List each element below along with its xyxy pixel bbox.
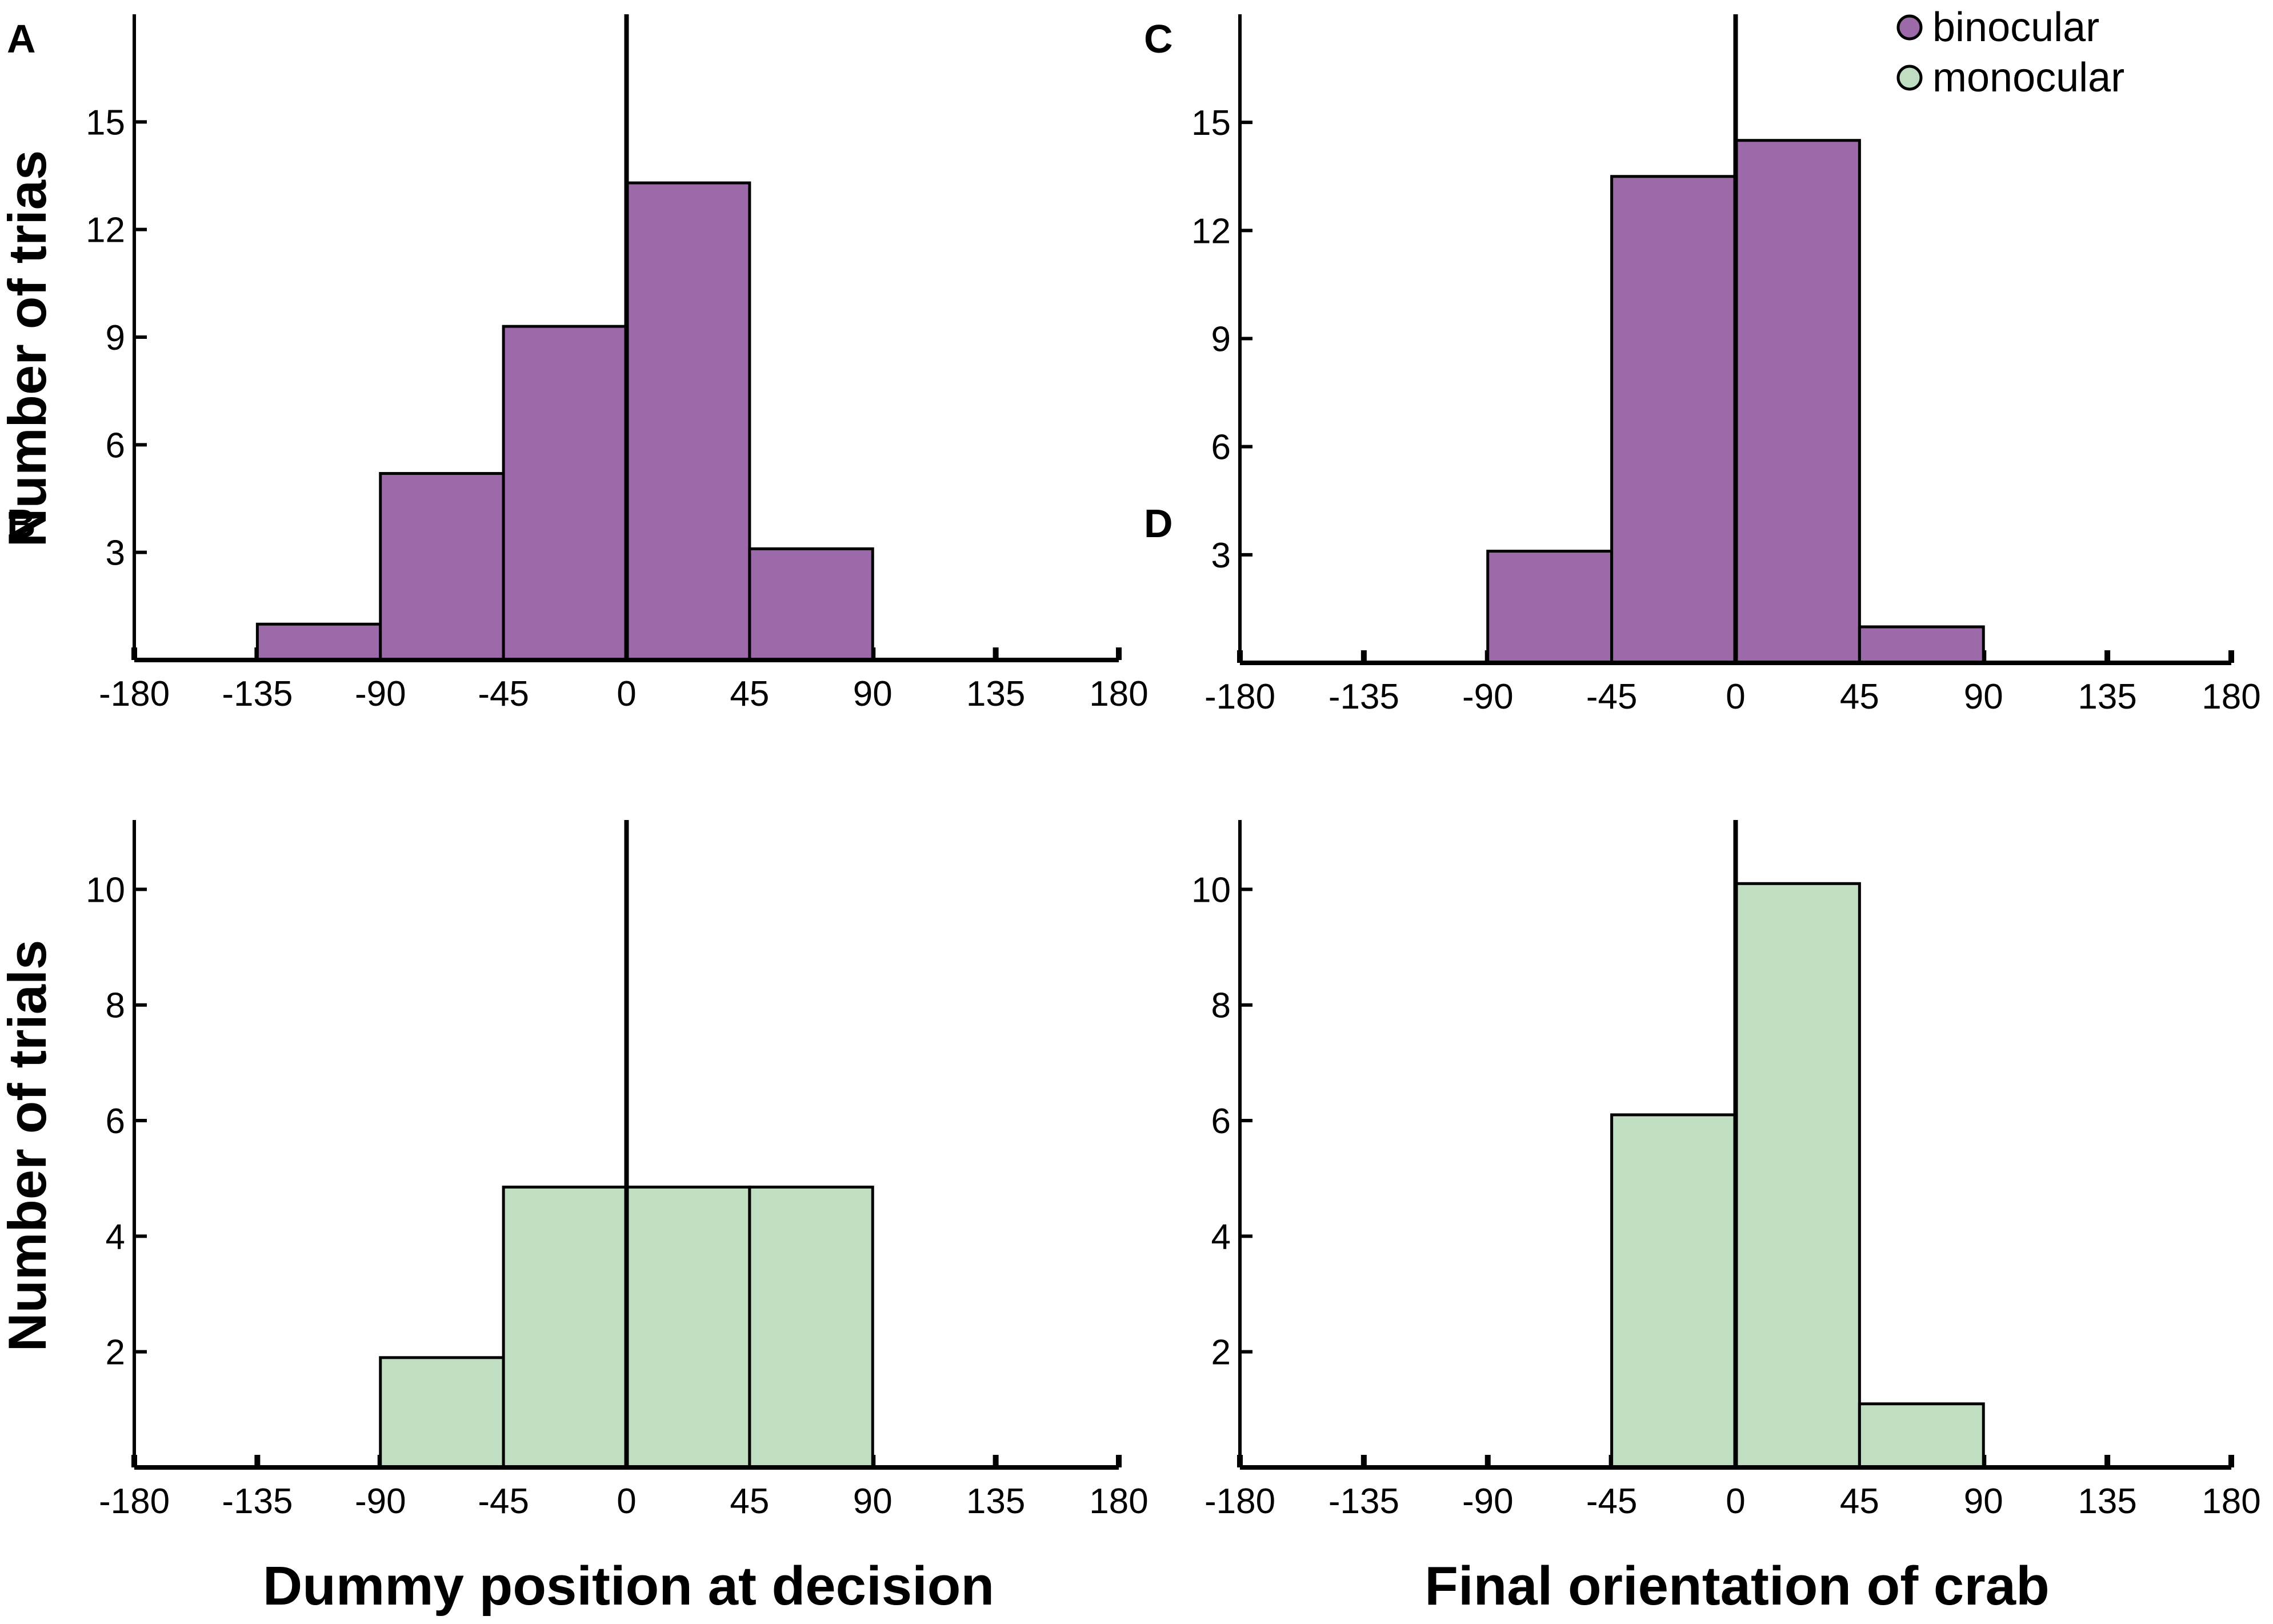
y-tick-label-b-1: 4: [106, 1217, 125, 1257]
bar-b-3: [748, 1185, 874, 1469]
x-tick-label-c-2: -90: [1462, 677, 1514, 717]
bar-d-2: [1858, 1402, 1985, 1469]
legend: binocular monocular: [1896, 5, 2124, 101]
bar-a-3: [625, 181, 751, 662]
y-axis-label-bottom: Number of trials: [0, 940, 57, 1352]
panel-letter-c: C: [1144, 17, 1173, 61]
y-tick-label-b-4: 10: [86, 870, 125, 910]
bar-b-0: [379, 1356, 505, 1469]
y-tick-label-a-1: 6: [106, 426, 125, 465]
x-tick-label-a-2: -90: [355, 674, 406, 714]
y-tick-label-d-2: 6: [1211, 1102, 1231, 1141]
x-tick-label-b-7: 135: [966, 1482, 1025, 1521]
x-tick-label-d-6: 90: [1964, 1482, 2003, 1521]
bar-b-2: [625, 1185, 751, 1469]
bar-c-1: [1610, 175, 1737, 665]
x-tick-label-c-0: -180: [1204, 677, 1275, 717]
x-tick-label-d-4: 0: [1726, 1482, 1745, 1521]
x-tick-label-b-0: -180: [99, 1482, 170, 1521]
bar-a-2: [502, 325, 628, 662]
x-tick-label-b-5: 45: [730, 1482, 769, 1521]
x-tick-label-a-7: 135: [966, 674, 1025, 714]
panel-letter-a: A: [7, 17, 36, 61]
bar-d-0: [1610, 1113, 1737, 1469]
x-tick-label-d-2: -90: [1462, 1482, 1514, 1521]
x-tick-label-b-8: 180: [1089, 1482, 1148, 1521]
y-tick-label-c-2: 9: [1211, 320, 1231, 359]
x-tick-label-a-8: 180: [1089, 674, 1148, 714]
bar-a-1: [379, 472, 505, 662]
bar-c-3: [1858, 625, 1985, 665]
x-tick-label-d-7: 135: [2078, 1482, 2136, 1521]
x-tick-label-d-5: 45: [1840, 1482, 1879, 1521]
x-tick-label-c-8: 180: [2202, 677, 2260, 717]
y-tick-label-a-3: 12: [86, 211, 125, 250]
y-tick-label-a-0: 3: [106, 534, 125, 573]
x-tick-label-b-3: -45: [478, 1482, 529, 1521]
x-tick-label-b-6: 90: [853, 1482, 893, 1521]
x-tick-label-c-4: 0: [1726, 677, 1745, 717]
y-tick-label-d-3: 8: [1211, 986, 1231, 1026]
y-tick-label-d-4: 10: [1191, 870, 1231, 910]
panel-d: D -180 -135 -90 -45 0 45 90 135 180 2 4 6 8 10: [1144, 501, 2261, 1521]
x-tick-label-c-1: -135: [1328, 677, 1399, 717]
panel-letter-b: B: [7, 501, 36, 546]
x-tick-label-c-5: 45: [1840, 677, 1879, 717]
x-tick-label-a-3: -45: [478, 674, 529, 714]
y-tick-label-c-3: 12: [1191, 211, 1231, 251]
bar-a-0: [255, 622, 382, 662]
x-tick-label-a-5: 45: [730, 674, 769, 714]
panel-c: C -180 -135 -90 -45 0 45 90 135 180 3 6 9 12 15: [1144, 14, 2261, 717]
y-tick-label-c-1: 6: [1211, 428, 1231, 467]
y-tick-label-d-1: 4: [1211, 1217, 1231, 1257]
x-tick-label-d-3: -45: [1586, 1482, 1638, 1521]
x-tick-label-d-8: 180: [2202, 1482, 2260, 1521]
x-tick-label-d-1: -135: [1328, 1482, 1399, 1521]
y-tick-label-b-3: 8: [106, 986, 125, 1026]
x-axis-label-right: Final orientation of crab: [1424, 1555, 2049, 1617]
x-tick-label-c-3: -45: [1586, 677, 1638, 717]
legend-item-binocular: binocular: [1896, 5, 2099, 50]
bar-b-1: [502, 1185, 628, 1469]
legend-item-monocular: monocular: [1896, 55, 2124, 101]
y-tick-label-b-2: 6: [106, 1102, 125, 1141]
y-tick-label-a-2: 9: [106, 318, 125, 358]
y-tick-label-d-0: 2: [1211, 1333, 1231, 1373]
x-tick-label-d-0: -180: [1204, 1482, 1275, 1521]
x-tick-label-c-7: 135: [2078, 677, 2136, 717]
y-tick-label-a-4: 15: [86, 103, 125, 142]
legend-label-binocular: binocular: [1932, 5, 2099, 50]
x-tick-label-c-6: 90: [1964, 677, 2003, 717]
panel-b: B -180 -135 -90 -45 0 45 90 135 180 2 4 6 8 10: [7, 501, 1148, 1521]
x-tick-label-a-4: 0: [617, 674, 636, 714]
bar-a-4: [748, 547, 874, 662]
y-tick-label-b-0: 2: [106, 1333, 125, 1373]
x-tick-label-a-6: 90: [853, 674, 893, 714]
legend-label-monocular: monocular: [1932, 55, 2124, 101]
x-axis-label-left: Dummy position at decision: [263, 1555, 994, 1617]
legend-swatch-monocular: [1896, 65, 1923, 91]
x-tick-label-b-2: -90: [355, 1482, 406, 1521]
panel-letter-d: D: [1144, 501, 1173, 546]
bar-c-2: [1734, 139, 1861, 665]
x-tick-label-a-0: -180: [99, 674, 170, 714]
bar-c-0: [1486, 550, 1614, 665]
x-tick-label-b-1: -135: [222, 1482, 293, 1521]
y-axis-label-top: Number of trias: [0, 150, 57, 547]
legend-swatch-binocular: [1896, 14, 1923, 41]
bar-d-1: [1734, 882, 1861, 1469]
x-tick-label-b-4: 0: [617, 1482, 636, 1521]
y-tick-label-c-0: 3: [1211, 536, 1231, 575]
panel-a: A -180 -135 -90 -45 0 45 90 135 180 3 6 9 12 15: [7, 14, 1148, 714]
x-tick-label-a-1: -135: [222, 674, 293, 714]
y-tick-label-c-4: 15: [1191, 103, 1231, 143]
